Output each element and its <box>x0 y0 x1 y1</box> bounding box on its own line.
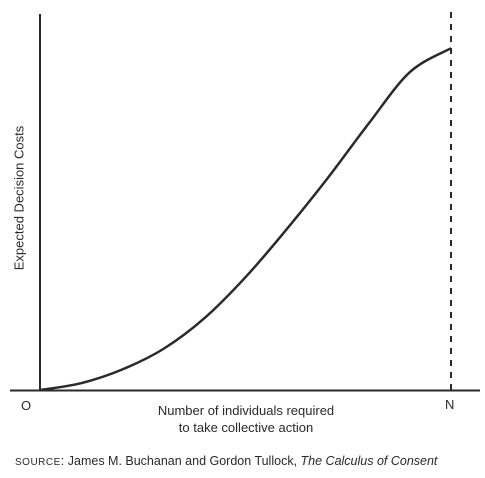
y-axis-label: Expected Decision Costs <box>11 125 27 271</box>
source-book: The Calculus of Consent <box>300 454 438 468</box>
x-tick-origin: O <box>21 398 32 413</box>
expected-decision-costs-curve <box>39 47 452 392</box>
x-axis-label: Number of individuals required to take c… <box>116 402 376 436</box>
source-note: SOURCE: James M. Buchanan and Gordon Tul… <box>15 454 438 468</box>
x-tick-n: N <box>445 397 455 412</box>
x-axis-label-line-1: Number of individuals required <box>157 403 335 418</box>
source-tag: SOURCE <box>15 457 61 468</box>
x-axis-label-line-2: to take collective action <box>178 420 314 435</box>
source-authors: James M. Buchanan and Gordon Tullock, <box>67 454 298 468</box>
